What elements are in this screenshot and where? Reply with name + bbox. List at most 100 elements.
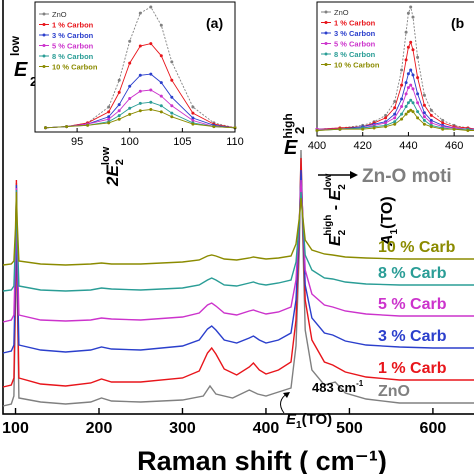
inset-b-point-zno-4 — [384, 113, 388, 117]
inset-b-legend-marker-5-carbon — [324, 42, 328, 45]
inset-b-point-1-carbon-7 — [404, 58, 408, 62]
inset-a-point-1-carbon-5 — [128, 61, 132, 65]
main-series-group — [2, 149, 474, 407]
inset-b-point-3-carbon-9 — [409, 68, 413, 72]
inset-b-point-5-carbon-12 — [422, 115, 426, 119]
inset-b-legend-marker-1-carbon — [324, 21, 328, 24]
inset-a-point-10-carbon-0 — [44, 126, 47, 130]
inset-a-x-tick-label-95: 95 — [71, 136, 83, 148]
two-e2-low-base: 2E — [103, 165, 122, 187]
inset-a-x-tick-label-100: 100 — [121, 136, 139, 148]
main-x-tick-label-400: 400 — [253, 420, 280, 437]
inset-a-point-zno-10 — [191, 105, 195, 109]
inset-a-point-8-carbon-5 — [128, 106, 132, 110]
inset-b-legend-label-5-carbon: 5 % Carbon — [334, 40, 376, 49]
inset-b-legend-marker-3-carbon — [324, 31, 328, 35]
inset-a-point-3-carbon-10 — [191, 116, 195, 120]
inset-b-x-tick-label-440: 440 — [399, 140, 417, 152]
inset-b-legend-marker-8-carbon — [324, 52, 328, 56]
inset-a-legend-marker-1-carbon — [42, 23, 46, 26]
inset-a-legend-label-8-carbon: 8 % Carbon — [52, 52, 94, 61]
inset-a-point-zno-3 — [107, 105, 111, 109]
inset-b-point-10-carbon-3 — [372, 126, 376, 130]
inset-a-point-5-carbon-7 — [149, 88, 153, 92]
inset-b-point-10-carbon-1 — [338, 127, 342, 131]
inset-a-frame — [34, 1, 236, 133]
inset-b-point-1-carbon-11 — [416, 76, 420, 80]
inset-a-legend-marker-zno — [42, 12, 46, 16]
inset-b-point-10-carbon-6 — [400, 117, 404, 121]
inset-a-point-zno-7 — [149, 5, 153, 9]
svg-text:A1(TO): A1(TO) — [379, 196, 400, 247]
inset-a-point-10-carbon-8 — [159, 110, 163, 114]
series-line-8-carbon — [2, 189, 474, 292]
inset-b-x-tick-label-400: 400 — [308, 140, 326, 152]
main-x-tick-label-600: 600 — [420, 420, 447, 437]
series-label-1-carbon: 1 % Carb — [378, 360, 447, 377]
inset-a-point-1-carbon-9 — [170, 78, 174, 82]
inset-b-legend-marker-zno — [324, 10, 328, 14]
inset-a-point-5-carbon-6 — [138, 89, 142, 93]
inset-b-legend-label-zno: ZnO — [334, 8, 349, 17]
inset-b-line-zno — [316, 5, 474, 130]
e2-high-sub: 2 — [292, 127, 307, 134]
inset-a-legend-marker-5-carbon — [42, 44, 46, 47]
e2-low-sub: 2 — [30, 74, 37, 89]
inset-a-legend-marker-3-carbon — [42, 33, 46, 37]
inset-a-point-10-carbon-7 — [149, 108, 153, 111]
e2-diff-label: E2high - E2low — [323, 173, 348, 246]
a1-to-rest: (TO) — [379, 196, 396, 229]
inset-b-point-5-carbon-11 — [416, 101, 420, 105]
inset-a-point-zno-4 — [117, 78, 121, 82]
inset-b-point-5-carbon-9 — [409, 83, 413, 87]
inset-a-point-10-carbon-9 — [170, 115, 174, 119]
inset-b-point-10-carbon-9 — [409, 108, 413, 112]
inset-a-point-1-carbon-3 — [107, 110, 111, 114]
inset-a-point-3-carbon-5 — [128, 84, 132, 88]
inset-b-series-group — [315, 5, 474, 132]
inset-b-point-5-carbon-8 — [406, 86, 410, 90]
x-axis-label: Raman shift ( cm⁻¹) — [137, 446, 387, 474]
inset-b-legend-marker-10-carbon — [324, 63, 328, 66]
main-x-tick-label-100: 100 — [2, 420, 29, 437]
inset-a-legend-label-1-carbon: 1 % Carbon — [52, 21, 94, 30]
inset-b-legend-label-10-carbon: 10 % Carbon — [334, 61, 380, 70]
series-line-zno — [2, 149, 474, 407]
inset-b-point-10-carbon-15 — [452, 127, 456, 131]
inset-b-point-10-carbon-4 — [384, 125, 388, 129]
inset-b-point-3-carbon-12 — [422, 111, 426, 115]
e1-to-base: E — [286, 411, 297, 428]
mode-483-sup: -1 — [356, 379, 364, 388]
inset-b-point-10-carbon-13 — [429, 125, 433, 129]
inset-b-point-8-carbon-5 — [393, 120, 397, 124]
inset-a-point-8-carbon-8 — [159, 104, 163, 108]
main-x-tick-label-200: 200 — [86, 420, 113, 437]
inset-b-point-5-carbon-13 — [429, 121, 433, 125]
e2-high-sup: high — [281, 113, 295, 138]
series-label-10-carbon: 10 % Carb — [378, 239, 456, 256]
inset-a-point-1-carbon-7 — [149, 42, 153, 46]
inset-b-point-10-carbon-12 — [422, 122, 426, 126]
inset-a-point-10-carbon-2 — [86, 123, 90, 127]
inset-a-point-10-carbon-10 — [191, 122, 195, 126]
e2-diff-base1: E — [327, 234, 344, 246]
mode-483-value: 483 cm — [312, 380, 356, 395]
inset-a-legend-marker-10-carbon — [42, 65, 46, 68]
inset-a-legend-marker-8-carbon — [42, 54, 46, 58]
inset-b-point-1-carbon-10 — [411, 48, 415, 52]
inset-b-point-3-carbon-8 — [406, 72, 410, 76]
inset-b-legend-label-8-carbon: 8 % Carbon — [334, 50, 376, 59]
inset-b-point-zno-11 — [416, 55, 420, 59]
inset-b-x-tick-label-420: 420 — [354, 140, 372, 152]
inset-b-point-zno-7 — [404, 30, 408, 34]
inset-b-point-8-carbon-10 — [411, 101, 415, 105]
e2-diff-base2: E — [327, 188, 344, 200]
inset-b-point-10-carbon-7 — [404, 112, 408, 116]
inset-b-point-10-carbon-5 — [393, 122, 397, 126]
zno-motif-label: Zn-O moti — [362, 166, 452, 187]
inset-b-point-10-carbon-10 — [411, 110, 415, 114]
